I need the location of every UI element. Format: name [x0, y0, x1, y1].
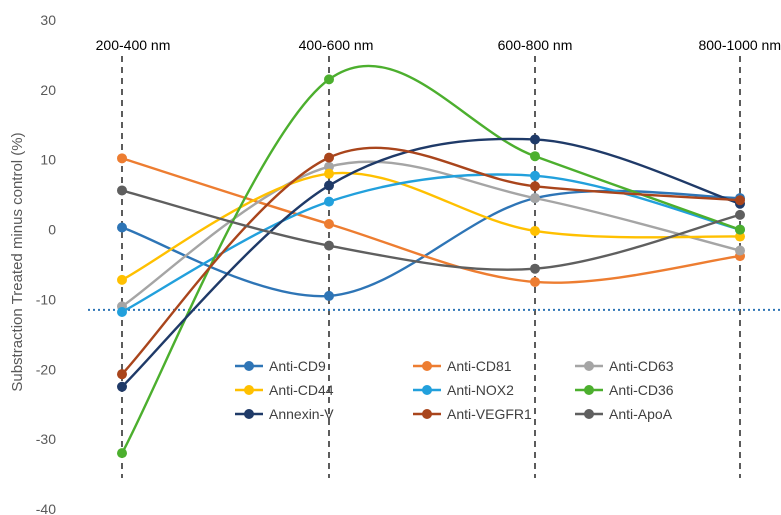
legend-swatch-marker — [584, 361, 594, 371]
legend-swatch-marker — [422, 409, 432, 419]
y-tick-label: -10 — [36, 291, 56, 307]
series-line — [121, 173, 741, 314]
legend-item: Annexin-V — [235, 406, 334, 422]
legend-swatch-marker — [422, 361, 432, 371]
series-anti-cd81 — [117, 153, 745, 287]
data-point — [324, 152, 334, 163]
y-tick-label: -40 — [36, 501, 56, 515]
y-tick-label: 20 — [40, 82, 56, 98]
legend-item: Anti-CD9 — [235, 358, 326, 374]
series-line — [120, 64, 741, 454]
category-label: 800-1000 nm — [698, 37, 781, 53]
data-point — [735, 195, 745, 206]
legend-label: Anti-CD9 — [269, 358, 326, 374]
legend-item: Anti-CD81 — [413, 358, 512, 374]
data-point — [530, 263, 540, 274]
series-line — [121, 171, 741, 281]
data-point — [530, 170, 540, 181]
legend-swatch-marker — [584, 409, 594, 419]
series-anti-apoa — [117, 185, 745, 274]
legend-label: Anti-CD81 — [447, 358, 512, 374]
series-lines — [117, 64, 745, 459]
data-point — [324, 196, 334, 207]
legend-item: Anti-VEGFR1 — [413, 406, 532, 422]
legend-swatch-marker — [244, 409, 254, 419]
data-point — [324, 74, 334, 85]
data-point — [735, 231, 745, 242]
legend-swatch-marker — [244, 361, 254, 371]
y-tick-label: -30 — [36, 431, 56, 447]
legend-item: Anti-ApoA — [575, 406, 673, 422]
y-tick-label: 30 — [40, 12, 56, 28]
y-axis-label: Substraction Treated minus control (%) — [9, 132, 26, 391]
category-label: 200-400 nm — [96, 37, 171, 53]
legend-label: Anti-CD44 — [269, 382, 334, 398]
legend-label: Anti-CD63 — [609, 358, 674, 374]
data-point — [324, 161, 334, 172]
data-point — [117, 222, 127, 233]
data-point — [324, 290, 334, 301]
y-axis-ticks: 30 20 10 0 -10 -20 -30 -40 — [36, 12, 56, 515]
data-point — [324, 180, 334, 191]
data-point — [117, 381, 127, 392]
data-point — [530, 134, 540, 145]
data-point — [530, 193, 540, 204]
legend-label: Anti-CD36 — [609, 382, 674, 398]
legend-label: Anti-ApoA — [609, 406, 673, 422]
series-line — [121, 137, 741, 388]
data-point — [324, 218, 334, 229]
y-tick-label: 0 — [48, 222, 56, 238]
legend-label: Anti-VEGFR1 — [447, 406, 532, 422]
legend-swatch-marker — [422, 385, 432, 395]
category-labels: 200-400 nm 400-600 nm 600-800 nm 800-1000 n… — [96, 37, 781, 53]
category-label: 600-800 nm — [498, 37, 573, 53]
series-line — [121, 160, 741, 308]
legend-swatch-marker — [584, 385, 594, 395]
data-point — [117, 185, 127, 196]
data-point — [117, 274, 127, 285]
legend-label: Anti-NOX2 — [447, 382, 514, 398]
legend-swatch-marker — [244, 385, 254, 395]
data-point — [530, 225, 540, 236]
series-anti-cd44 — [117, 168, 745, 285]
series-anti-cd9 — [117, 189, 745, 301]
series-line — [121, 189, 741, 271]
y-tick-label: -20 — [36, 361, 56, 377]
legend-item: Anti-NOX2 — [413, 382, 514, 398]
legend-item: Anti-CD44 — [235, 382, 334, 398]
data-point — [530, 181, 540, 192]
legend-item: Anti-CD63 — [575, 358, 674, 374]
legend-item: Anti-CD36 — [575, 382, 674, 398]
data-point — [530, 276, 540, 287]
data-point — [735, 245, 745, 256]
series-anti-vegfr1 — [117, 146, 745, 380]
data-point — [735, 209, 745, 220]
data-point — [530, 151, 540, 162]
data-point — [324, 240, 334, 251]
data-point — [117, 369, 127, 380]
data-point — [324, 168, 334, 179]
category-label: 400-600 nm — [299, 37, 374, 53]
series-line — [121, 157, 741, 284]
y-tick-label: 10 — [40, 152, 56, 168]
data-point — [735, 224, 745, 235]
series-line — [121, 146, 741, 376]
data-point — [117, 307, 127, 318]
series-anti-cd36 — [117, 64, 745, 459]
legend: Anti-CD9 Anti-CD81 Anti-CD63 Anti-CD44 Anti-… — [235, 358, 674, 422]
data-point — [117, 448, 127, 459]
legend-label: Annexin-V — [269, 406, 334, 422]
data-point — [117, 153, 127, 164]
